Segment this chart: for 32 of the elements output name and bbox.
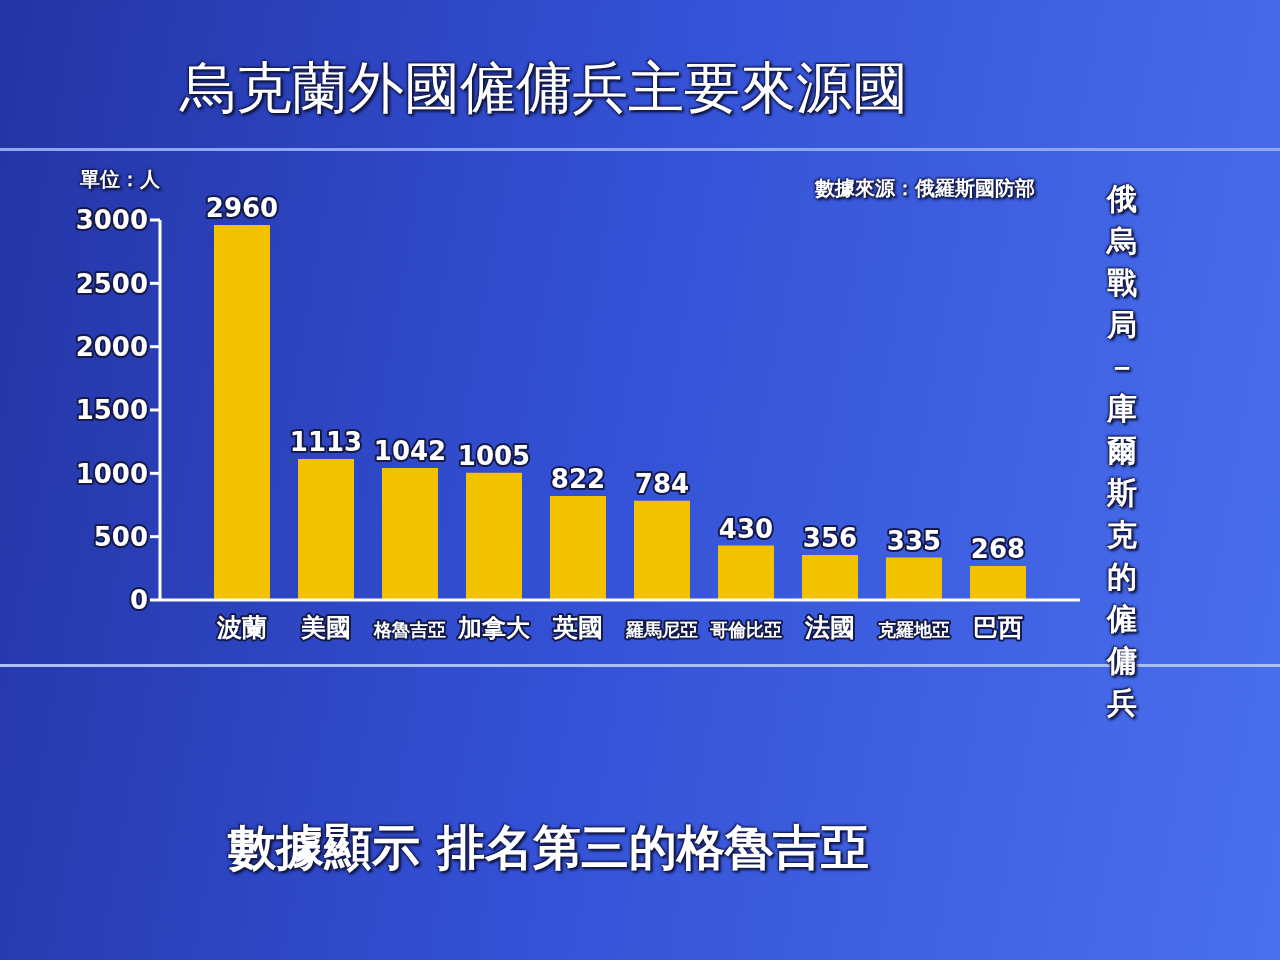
data-label: 2960 — [205, 193, 279, 224]
y-tick-label: 500 — [93, 521, 148, 552]
y-axis-title: 單位：人 — [80, 166, 160, 192]
y-tick-label: 1000 — [75, 458, 148, 489]
y-tick-label: 1500 — [75, 395, 148, 426]
data-label: 1113 — [289, 427, 363, 458]
data-label: 268 — [970, 534, 1026, 565]
data-label: 1005 — [457, 440, 531, 471]
data-label: 356 — [802, 522, 858, 553]
text: 數據顯示 排名第三的格魯吉亞 — [228, 818, 869, 877]
x-tick-label: 波蘭 — [216, 613, 267, 642]
data-label: 784 — [634, 468, 690, 499]
x-tick-label: 羅馬尼亞 — [625, 619, 698, 640]
x-tick-label: 克羅地亞 — [877, 619, 950, 640]
text: 數據來源：俄羅斯國防部 — [815, 175, 1035, 201]
y-tick-label: 2000 — [75, 331, 148, 362]
data-label: 430 — [718, 513, 774, 544]
x-tick-label: 加拿大 — [457, 614, 531, 642]
y-tick-label: 2500 — [75, 268, 148, 299]
x-tick-label: 法國 — [804, 613, 855, 642]
x-tick-label: 格魯吉亞 — [373, 619, 446, 640]
data-label: 1042 — [373, 436, 447, 467]
x-tick-label: 巴西 — [973, 613, 1023, 642]
x-tick-label: 英國 — [552, 613, 603, 642]
text: 俄烏戰局－庫爾斯克的僱傭兵 — [1107, 181, 1137, 720]
data-label: 335 — [886, 525, 942, 556]
x-tick-label: 哥倫比亞 — [709, 619, 782, 640]
data-label: 822 — [550, 463, 606, 494]
y-tick-label: 3000 — [75, 205, 148, 236]
chart-title: 烏克蘭外國僱傭兵主要來源國 — [180, 54, 908, 122]
y-tick-label: 0 — [129, 585, 148, 616]
x-tick-label: 美國 — [300, 613, 351, 642]
